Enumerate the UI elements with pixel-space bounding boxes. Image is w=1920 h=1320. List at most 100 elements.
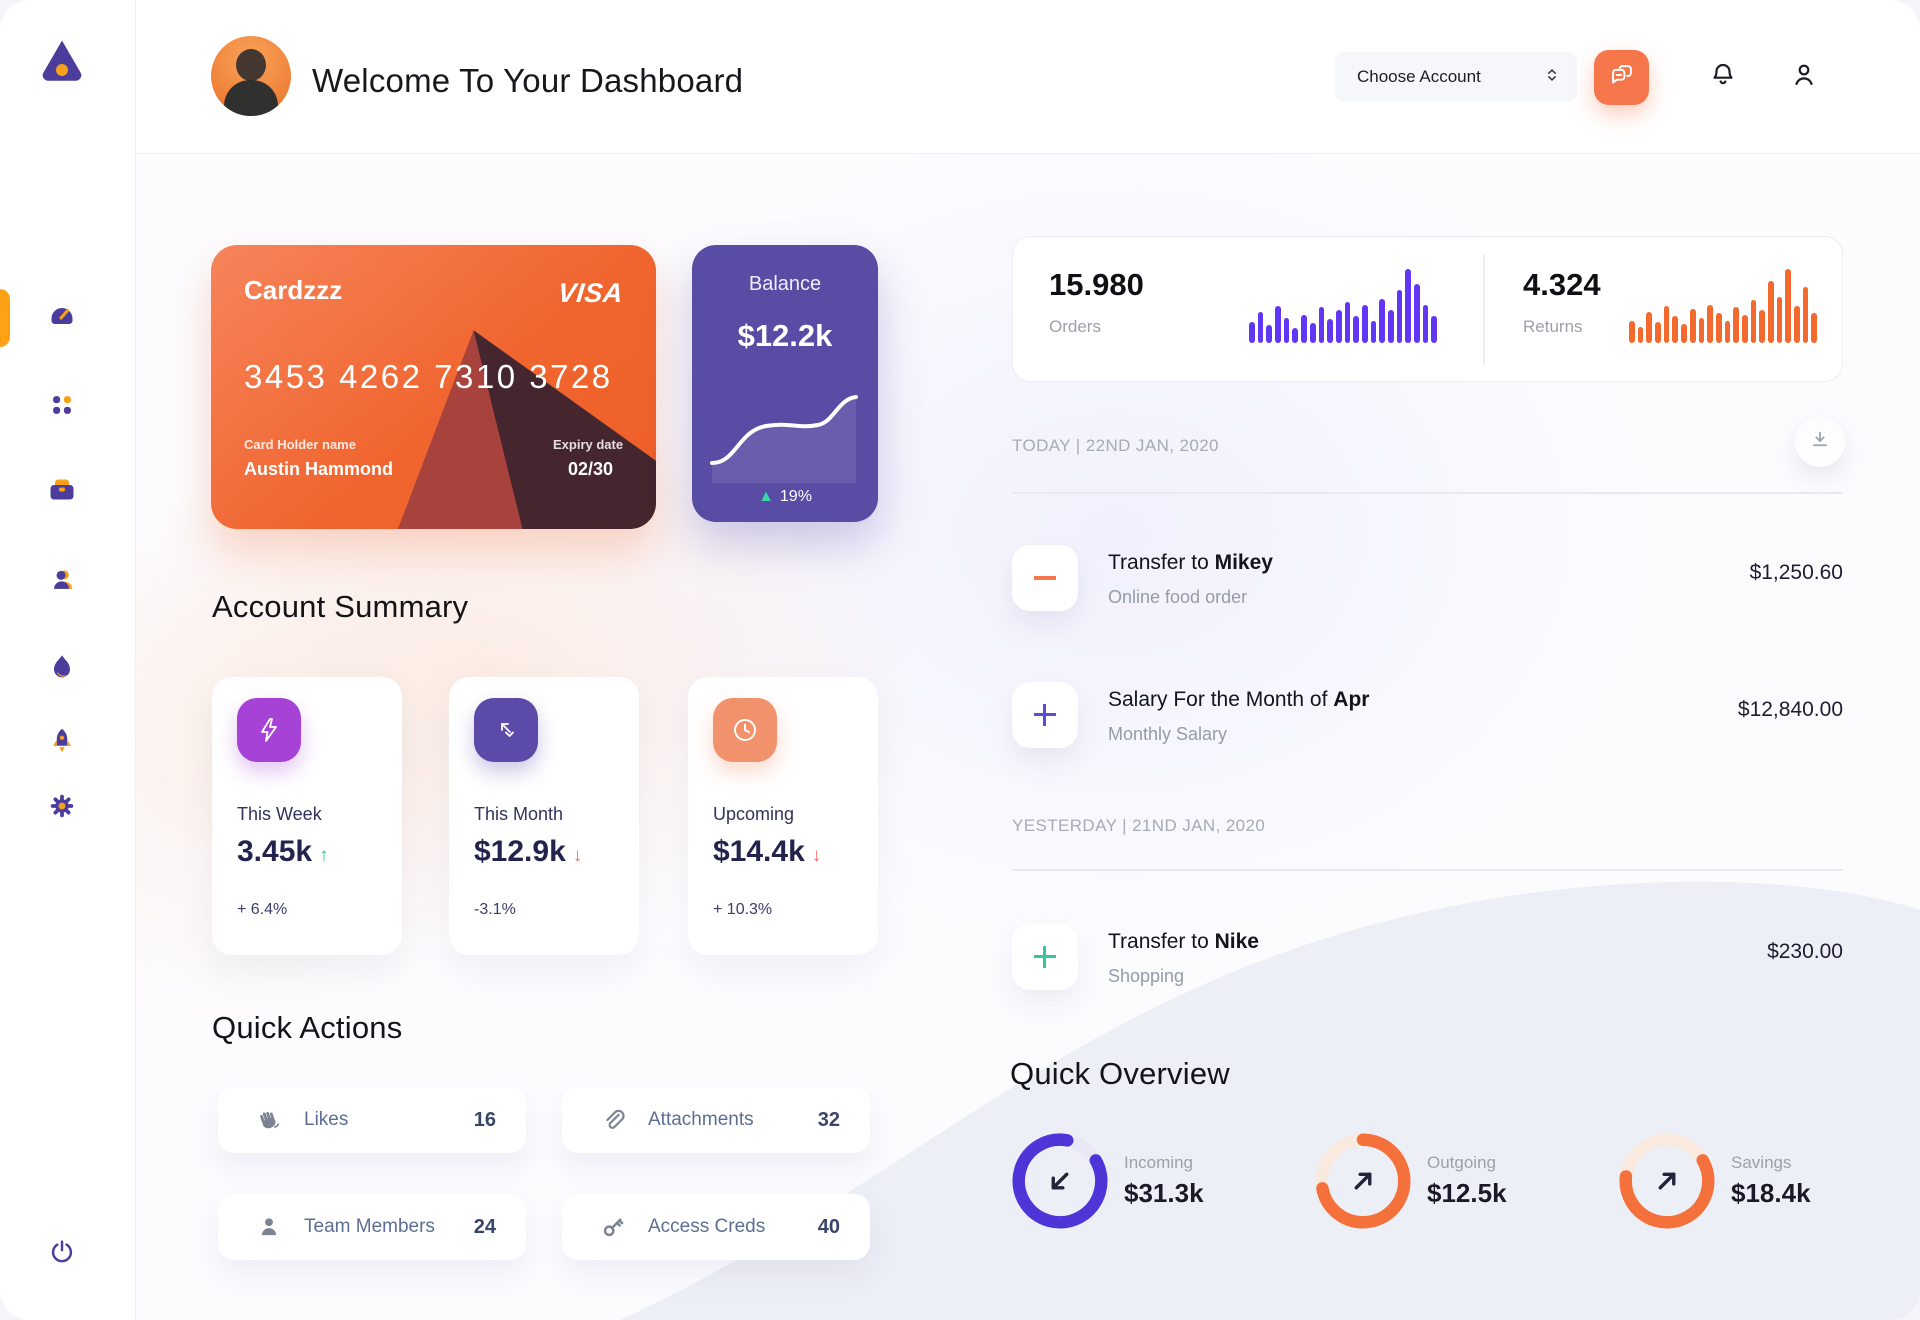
briefcase-icon [46, 474, 78, 511]
credit-card: Cardzzz VISA 3453 4262 7310 3728 Card Ho… [211, 245, 656, 529]
card-holder-name: Austin Hammond [244, 459, 394, 479]
background-wave [620, 881, 1920, 1320]
download-button[interactable] [1795, 417, 1845, 467]
flame-icon [47, 652, 77, 687]
transaction-subtitle: Shopping [1108, 966, 1185, 986]
transaction-amount: $230.00 [1767, 940, 1843, 963]
plus-icon [1012, 924, 1078, 990]
quick-action-access-creds[interactable]: Access Creds 40 [562, 1194, 870, 1260]
header: Welcome To Your Dashboard Choose Account [135, 0, 1920, 154]
overview-outgoing: Outgoing $12.5k [1315, 1133, 1605, 1229]
chevron-updown-icon [1543, 66, 1561, 89]
summary-label: This Month [474, 804, 564, 824]
summary-value: 3.45k ↑ [237, 835, 329, 868]
download-icon [1807, 427, 1833, 458]
gear-icon [47, 791, 77, 826]
balance-line-chart [710, 395, 858, 483]
balance-change: ▲ 19% [758, 488, 812, 505]
arrow-down-left-icon [1042, 1163, 1078, 1199]
account-summary-title: Account Summary [212, 589, 469, 624]
quick-action-count: 40 [817, 1215, 840, 1238]
card-name: Cardzzz [244, 275, 343, 305]
orders-bar-chart [1249, 269, 1438, 343]
returns-value: 4.324 [1523, 267, 1601, 302]
app-logo-icon[interactable] [38, 36, 86, 84]
balance-card: Balance $12.2k ▲ 19% [692, 245, 878, 522]
overview-value: $31.3k [1124, 1178, 1204, 1208]
quick-action-count: 16 [473, 1108, 496, 1131]
quick-action-label: Access Creds [648, 1216, 766, 1237]
profile-button[interactable] [1787, 60, 1821, 94]
summary-label: This Week [237, 804, 322, 824]
arrow-up-right-icon [1345, 1163, 1381, 1199]
transaction-row-mikey[interactable]: Transfer to Mikey Online food order $1,2… [1012, 545, 1843, 615]
transaction-subtitle: Monthly Salary [1108, 724, 1228, 744]
summary-card-this-month: This Month $12.9k ↓ -3.1% [449, 677, 639, 955]
card-expiry-label: Expiry date [553, 437, 624, 452]
main-content: Cardzzz VISA 3453 4262 7310 3728 Card Ho… [135, 153, 1920, 1320]
orders-returns-panel: 15.980 Orders 4.324 Returns [1012, 236, 1843, 382]
chat-button[interactable] [1594, 50, 1649, 105]
minus-icon [1012, 545, 1078, 611]
arrow-up-icon: ▲ [758, 488, 774, 505]
bell-icon [1707, 59, 1739, 96]
overview-label: Incoming [1124, 1153, 1193, 1172]
card-number: 3453 4262 7310 3728 [244, 358, 613, 395]
quick-action-count: 24 [473, 1215, 496, 1238]
summary-label: Upcoming [713, 804, 795, 824]
transaction-row-salary[interactable]: Salary For the Month of Apr Monthly Sala… [1012, 682, 1843, 752]
balance-value: $12.2k [737, 318, 833, 353]
notifications-button[interactable] [1706, 60, 1740, 94]
member-icon [256, 1214, 282, 1240]
avatar[interactable] [211, 36, 291, 116]
panel-divider [1483, 255, 1485, 365]
person-icon [47, 565, 77, 600]
quick-action-likes[interactable]: Likes 16 [218, 1087, 526, 1153]
quick-action-team-members[interactable]: Team Members 24 [218, 1194, 526, 1260]
account-selector-label: Choose Account [1357, 67, 1481, 86]
trend-down-icon: ↓ [811, 845, 822, 866]
sidebar-item-trending[interactable] [45, 652, 79, 686]
summary-change: + 6.4% [237, 901, 288, 918]
summary-value: $12.9k ↓ [474, 835, 583, 868]
sidebar-item-contacts[interactable] [45, 565, 79, 599]
transaction-amount: $1,250.60 [1749, 561, 1843, 584]
returns-label: Returns [1523, 317, 1583, 336]
savings-donut [1619, 1133, 1715, 1229]
sidebar-item-work[interactable] [45, 475, 79, 509]
sidebar-item-apps[interactable] [45, 390, 79, 424]
trend-arrows-icon [474, 698, 538, 762]
sidebar-item-settings[interactable] [45, 791, 79, 825]
page-title: Welcome To Your Dashboard [312, 62, 744, 99]
today-group-label: TODAY | 22ND JAN, 2020 [1012, 436, 1219, 455]
overview-value: $12.5k [1427, 1178, 1507, 1208]
user-icon [1788, 59, 1820, 96]
plus-icon [1012, 682, 1078, 748]
sidebar-item-boost[interactable] [45, 726, 79, 760]
trend-up-icon: ↑ [319, 845, 329, 866]
incoming-donut [1012, 1133, 1108, 1229]
quick-action-attachments[interactable]: Attachments 32 [562, 1087, 870, 1153]
orders-label: Orders [1049, 317, 1101, 336]
transaction-row-nike[interactable]: Transfer to Nike Shopping $230.00 [1012, 924, 1843, 994]
trend-down-icon: ↓ [572, 845, 583, 866]
divider [1012, 869, 1843, 871]
balance-label: Balance [748, 273, 822, 295]
transaction-amount: $12,840.00 [1737, 698, 1843, 721]
chat-icon [1607, 60, 1637, 95]
quick-action-label: Likes [304, 1109, 349, 1130]
quick-overview-title: Quick Overview [1010, 1056, 1230, 1091]
returns-bar-chart [1629, 269, 1818, 343]
divider [1012, 492, 1843, 494]
quick-actions-title: Quick Actions [212, 1010, 403, 1045]
paperclip-icon [600, 1107, 626, 1133]
card-expiry-value: 02/30 [568, 459, 614, 479]
sidebar-item-logout[interactable] [45, 1237, 79, 1271]
sidebar [0, 0, 136, 1320]
sidebar-item-dashboard[interactable] [45, 299, 79, 333]
lightning-icon [237, 698, 301, 762]
speedometer-icon [46, 298, 78, 335]
account-selector[interactable]: Choose Account [1335, 52, 1577, 102]
overview-savings: Savings $18.4k [1619, 1133, 1909, 1229]
